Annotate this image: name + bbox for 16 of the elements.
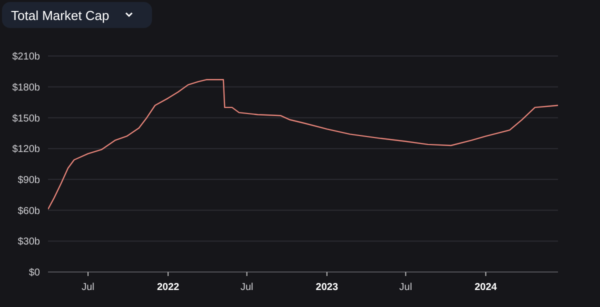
y-tick-label: $150b xyxy=(12,113,40,124)
y-tick-label: $30b xyxy=(18,236,40,248)
y-tick-label: $0 xyxy=(28,268,40,279)
line-series xyxy=(48,79,558,210)
x-tick-label: 2023 xyxy=(316,282,338,293)
chart-title: Total Market Cap xyxy=(11,8,110,22)
x-tick-label: Jul xyxy=(240,282,254,293)
x-tick-label: Jul xyxy=(82,282,94,293)
y-tick-label: $180b xyxy=(12,82,40,94)
y-tick-label: $60b xyxy=(18,206,40,217)
x-tick-label: 2022 xyxy=(156,282,180,293)
y-tick-label: $210b xyxy=(12,52,40,63)
x-tick-label: 2024 xyxy=(474,282,498,293)
y-tick-label: $120b xyxy=(12,144,40,156)
y-tick-label: $90b xyxy=(18,174,40,186)
x-tick-label: Jul xyxy=(399,282,412,293)
